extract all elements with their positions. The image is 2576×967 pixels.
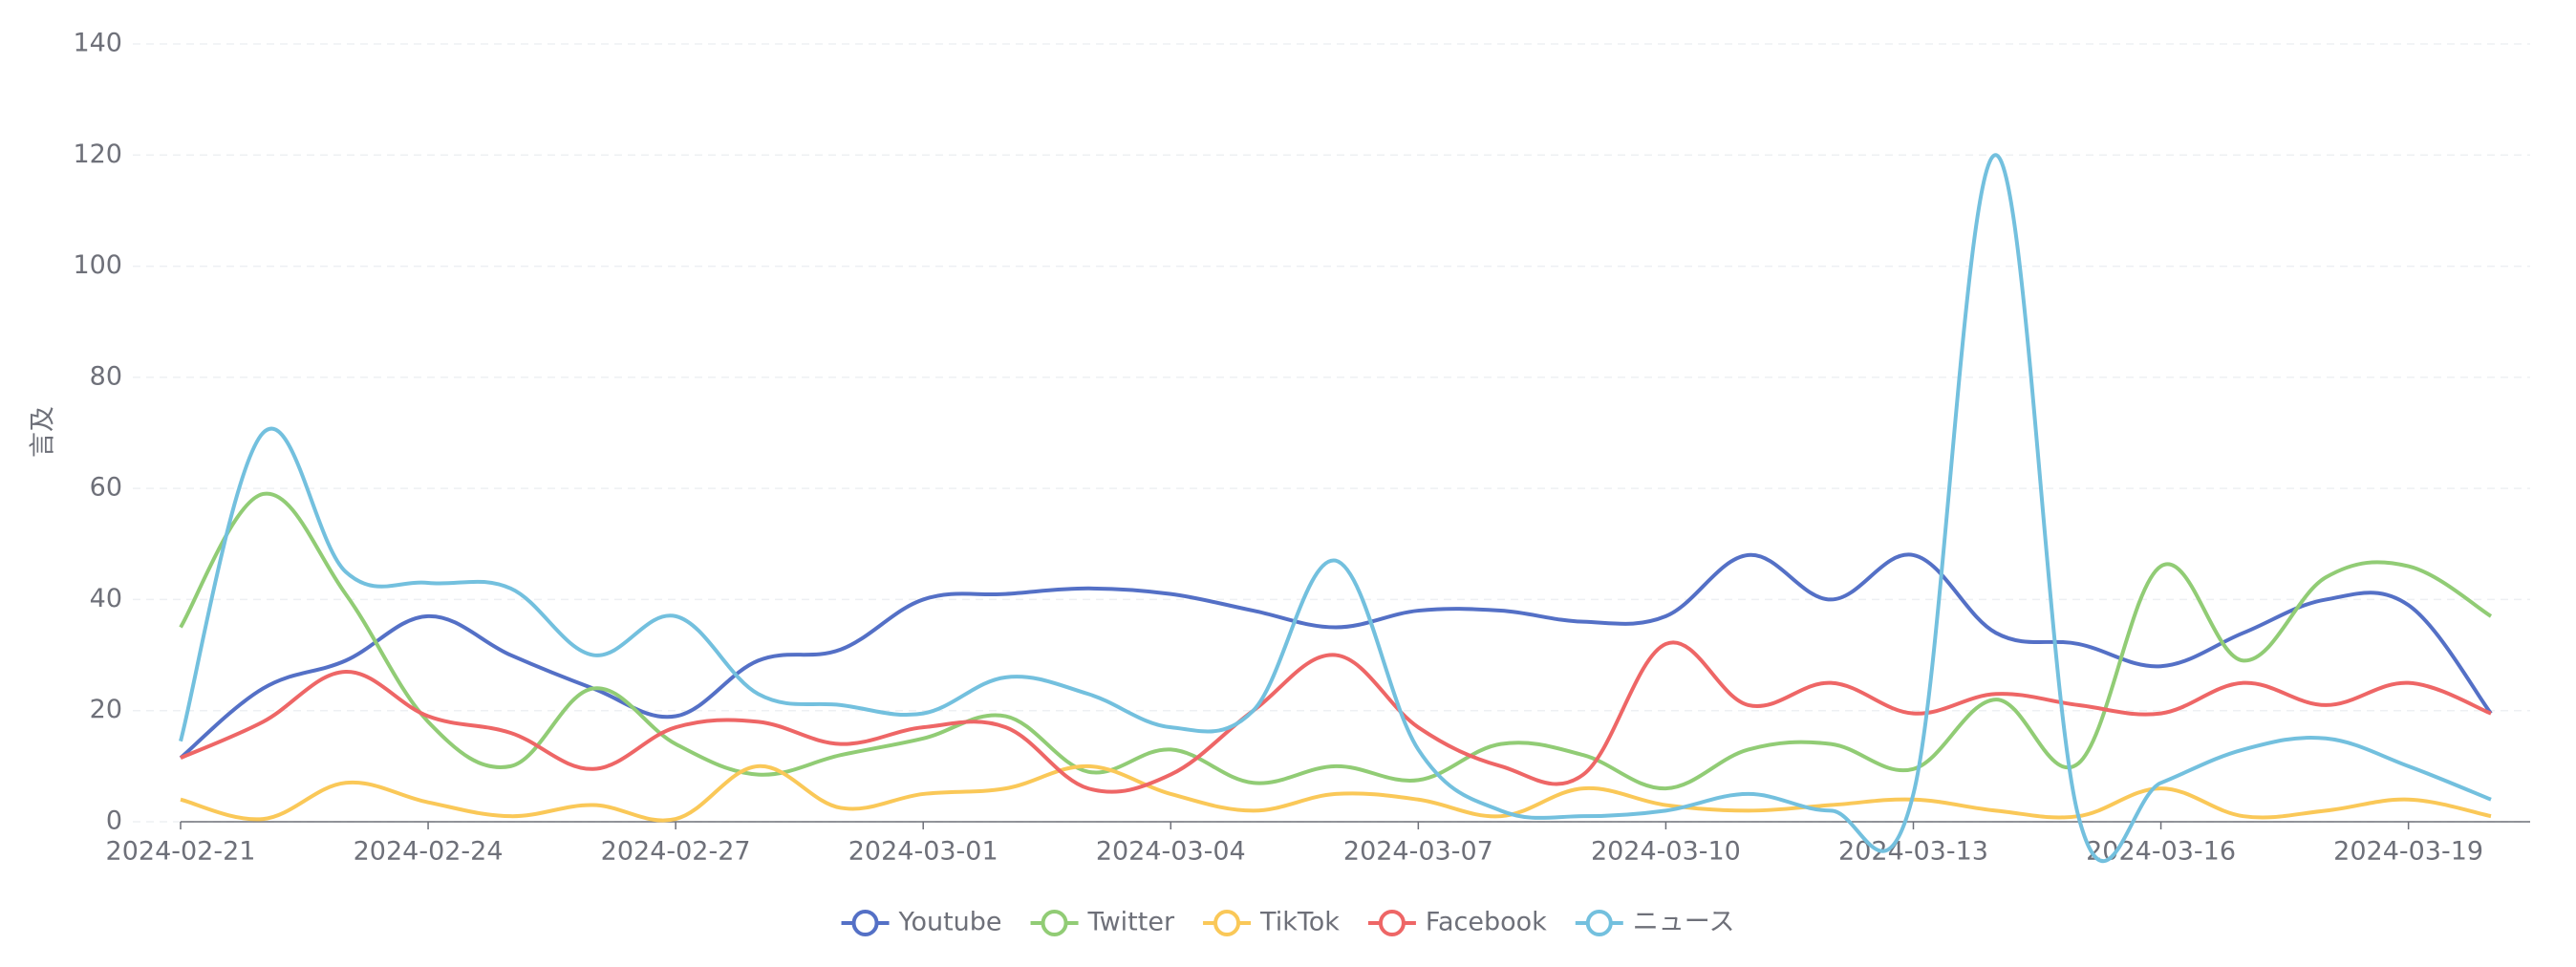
legend-marker bbox=[1585, 910, 1613, 936]
y-tick-label: 40 bbox=[90, 584, 122, 613]
y-tick-label: 80 bbox=[90, 361, 122, 391]
y-tick-label: 140 bbox=[73, 29, 122, 58]
legend-item[interactable]: Facebook bbox=[1367, 908, 1547, 937]
line-series bbox=[179, 552, 2493, 760]
legend-label: TikTok bbox=[1259, 908, 1340, 937]
legend-label: ニュース bbox=[1633, 908, 1735, 937]
legend-label: Youtube bbox=[898, 908, 1002, 937]
y-tick-label: 120 bbox=[73, 140, 122, 169]
x-tick-label: 2024-02-21 bbox=[106, 837, 256, 867]
line-series bbox=[179, 491, 2493, 791]
legend: Youtube Twitter TikTok Facebook ニュース bbox=[841, 908, 1735, 937]
x-tick-label: 2024-02-24 bbox=[354, 837, 504, 867]
x-tick-label: 2024-02-27 bbox=[601, 837, 751, 867]
x-tick-label: 2024-03-01 bbox=[848, 837, 998, 867]
y-axis-label: 言及 bbox=[29, 406, 58, 458]
y-tick-label: 0 bbox=[106, 806, 122, 836]
legend-label: Facebook bbox=[1426, 908, 1547, 937]
legend-marker bbox=[851, 910, 879, 936]
line-series bbox=[180, 763, 2492, 823]
y-tick-label: 20 bbox=[90, 695, 122, 724]
y-tick-label: 100 bbox=[73, 250, 122, 280]
x-tick-label: 2024-03-19 bbox=[2333, 837, 2483, 867]
y-tick-label: 60 bbox=[90, 473, 122, 503]
legend-item[interactable]: ニュース bbox=[1575, 908, 1735, 937]
x-tick-label: 2024-03-07 bbox=[1343, 837, 1493, 867]
line-series bbox=[179, 153, 2492, 864]
legend-item[interactable]: Twitter bbox=[1030, 908, 1175, 937]
legend-marker bbox=[1041, 910, 1068, 936]
legend-item[interactable]: Youtube bbox=[841, 908, 1002, 937]
legend-marker bbox=[1378, 910, 1406, 936]
line-series bbox=[180, 640, 2492, 794]
legend-item[interactable]: TikTok bbox=[1203, 908, 1340, 937]
legend-marker bbox=[1213, 910, 1241, 936]
legend-label: Twitter bbox=[1087, 908, 1175, 937]
x-tick-label: 2024-03-13 bbox=[1838, 837, 1988, 867]
x-tick-label: 2024-03-04 bbox=[1096, 837, 1246, 867]
x-tick-label: 2024-03-16 bbox=[2086, 837, 2236, 867]
x-tick-label: 2024-03-10 bbox=[1591, 837, 1741, 867]
